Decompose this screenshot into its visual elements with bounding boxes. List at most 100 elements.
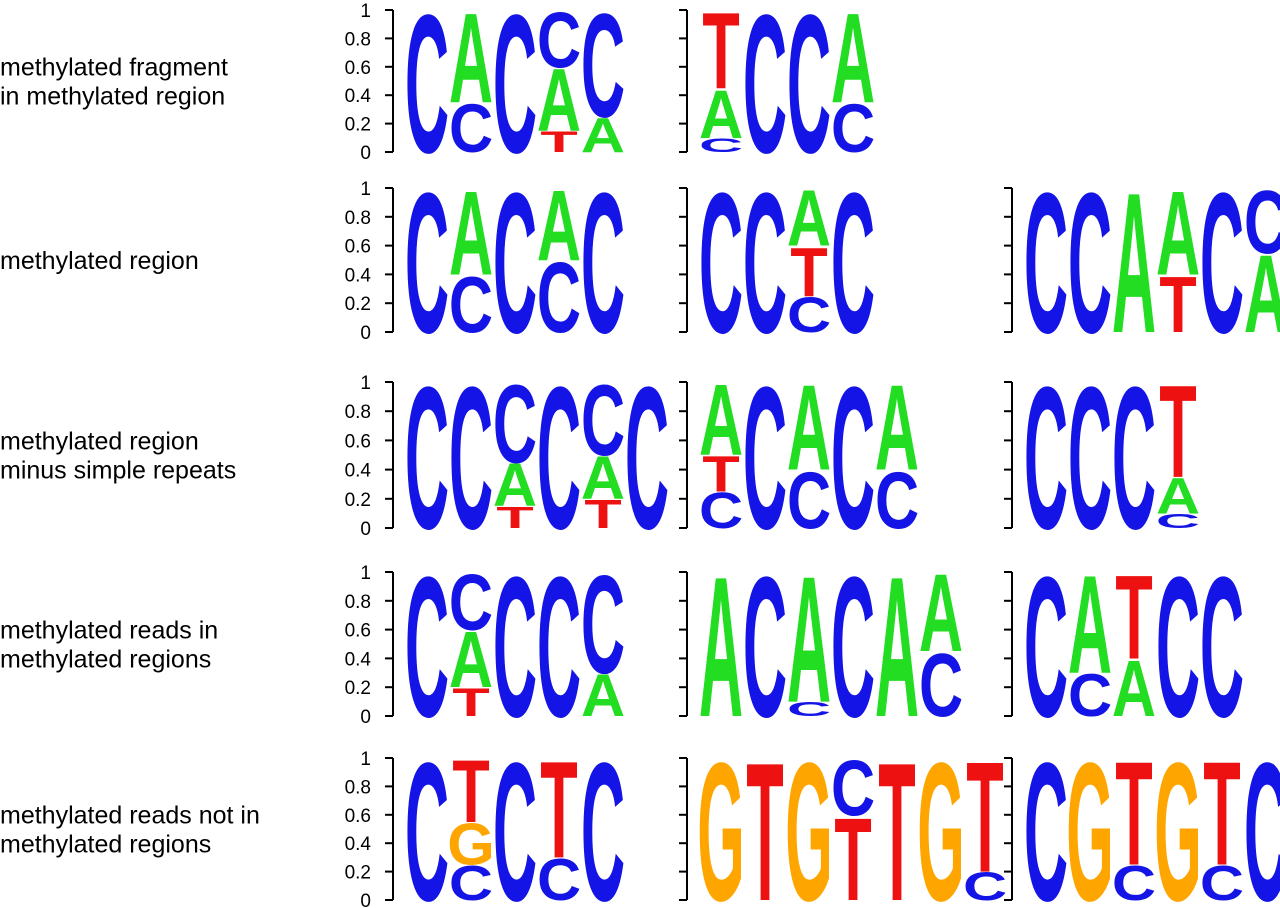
logo-letter-c: C — [449, 856, 493, 908]
logo-letter-c: C — [831, 152, 875, 375]
y-tick-label: 0.4 — [345, 86, 372, 107]
y-tick-label: 0.2 — [345, 490, 371, 511]
logo-letter-a: A — [787, 540, 831, 741]
logo-letter-c: C — [1200, 152, 1244, 375]
logo-letter-c: C — [1068, 344, 1112, 571]
logo-letter-a: A — [581, 662, 625, 729]
logo-letter-t: T — [496, 501, 533, 535]
logo-letter-t: T — [1159, 261, 1196, 350]
logo-letter-c: C — [743, 536, 787, 759]
logo-letter-c: C — [831, 743, 875, 831]
logo-letter-a: A — [449, 616, 493, 705]
logo-letter-a: A — [1156, 167, 1200, 301]
logo-letter-a: A — [875, 536, 919, 759]
logo-letter-c: C — [1156, 536, 1200, 759]
logo-letter-t: T — [790, 233, 827, 311]
logo-letter-t: T — [540, 732, 577, 887]
y-tick-label: 0.8 — [345, 777, 371, 798]
logo-letter-c: C — [581, 152, 625, 375]
logo-letter-c: C — [919, 635, 963, 736]
logo-letter-a: A — [537, 51, 581, 150]
logo-letter-c: C — [1112, 344, 1156, 571]
logo-letter-t: T — [702, 445, 739, 502]
y-tick-label: 0 — [360, 519, 371, 540]
y-tick-label: 1 — [360, 749, 371, 770]
row-label-line: minus simple repeats — [0, 457, 236, 485]
logo-letter-t: T — [1115, 551, 1152, 685]
logo-letter-c: C — [1112, 856, 1156, 908]
logo-letter-a: A — [1156, 467, 1200, 524]
logo-letter-c: C — [831, 90, 875, 167]
y-tick-label: 1 — [360, 563, 371, 584]
logo-letter-c: C — [1024, 344, 1068, 571]
logo-letter-a: A — [919, 551, 963, 675]
logo-letter-c: C — [963, 864, 1007, 908]
logo-letter-a: A — [1112, 645, 1156, 734]
logo-letter-c: C — [581, 722, 625, 908]
logo-letter-c: C — [1200, 856, 1244, 908]
logo-letter-c: C — [537, 0, 581, 84]
motif-logo: ATC C AC C AC — [679, 344, 919, 571]
logo-letter-c: C — [405, 722, 449, 908]
row-label-line: methylated regions — [0, 646, 211, 674]
y-tick-label: 0.4 — [345, 461, 372, 482]
logo-letter-c: C — [581, 546, 625, 703]
logo-letter-c: C — [537, 847, 581, 908]
logo-letter-t: T — [452, 743, 489, 842]
y-tick-label: 0.6 — [345, 806, 371, 827]
y-tick-label: 0.2 — [345, 294, 371, 315]
logo-letter-t: T — [834, 793, 871, 908]
y-tick-label: 0.4 — [345, 265, 372, 286]
row-label-line: methylated region — [0, 428, 199, 456]
logo-letter-c: C — [831, 344, 875, 571]
logo-letter-c: C — [493, 536, 537, 759]
logo-letter-g: G — [447, 811, 495, 877]
y-tick-label: 0.6 — [345, 58, 371, 79]
logo-letter-c: C — [1024, 536, 1068, 759]
logo-letter-t: T — [746, 722, 783, 908]
y-tick-label: 0.8 — [345, 402, 371, 423]
logo-letter-c: C — [1024, 152, 1068, 375]
row-label-line: in methylated region — [0, 83, 225, 111]
y-tick-label: 1 — [360, 1, 371, 22]
logo-letter-c: C — [1068, 152, 1112, 375]
logo-letter-c: C — [1068, 662, 1112, 729]
logo-letter-t: T — [584, 491, 622, 536]
row-label-line: methylated reads not in — [0, 802, 260, 830]
y-tick-label: 0.2 — [345, 115, 371, 136]
logo-letter-a: A — [699, 536, 743, 759]
y-tick-label: 0 — [360, 143, 371, 164]
y-tick-label: 0.6 — [345, 621, 371, 642]
logo-letter-a: A — [787, 175, 831, 264]
logo-letter-c: C — [1244, 722, 1280, 908]
logo-letter-c: C — [537, 344, 581, 571]
logo-letter-c: C — [743, 152, 787, 375]
y-tick-label: 0.4 — [345, 834, 372, 855]
logo-letter-t: T — [452, 680, 489, 725]
logo-letter-a: A — [449, 167, 493, 301]
y-tick-label: 0 — [360, 707, 371, 728]
motif-logo: CGTCGTCC — [1004, 722, 1280, 908]
logo-letter-c: C — [743, 344, 787, 571]
logo-letter-c: C — [743, 0, 787, 194]
y-tick-label: 0.6 — [345, 431, 371, 452]
logo-letter-c: C — [449, 261, 493, 350]
logo-letter-a: A — [449, 0, 493, 130]
y-tick-label: 1 — [360, 373, 371, 394]
logo-letter-a: A — [875, 361, 919, 496]
logo-letter-c: C — [449, 559, 493, 648]
logo-letter-t: T — [878, 722, 915, 908]
logo-letter-t: T — [540, 126, 577, 159]
motif-logo: G T GCT T G TC — [679, 722, 1007, 908]
row-label-line: methylated regions — [0, 831, 211, 859]
motif-logo: C C C TAC — [1004, 344, 1200, 571]
y-tick-label: 0.2 — [345, 678, 371, 699]
logo-letter-t: T — [1159, 358, 1196, 506]
logo-letter-c: C — [787, 698, 831, 720]
